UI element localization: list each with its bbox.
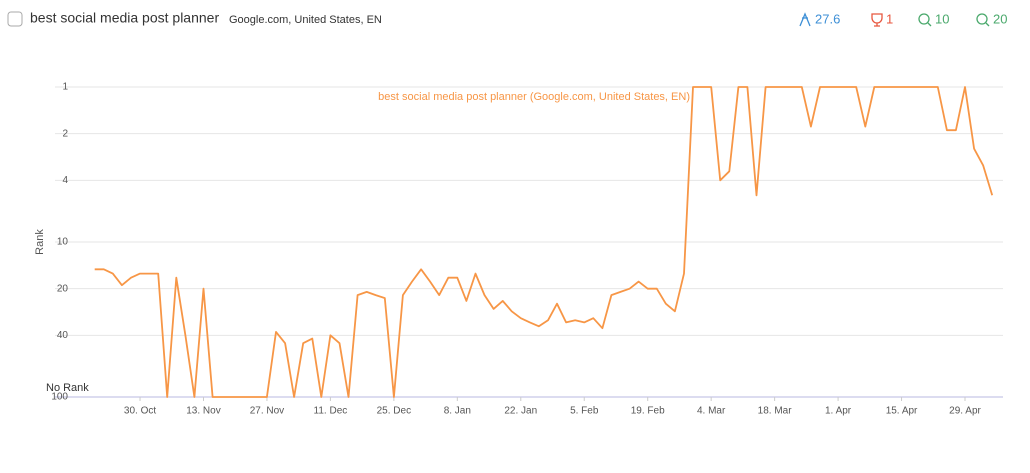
y-tick-label: 40 [57,330,69,341]
trophy-icon [871,13,883,27]
x-tick-label: 27. Nov [250,406,284,417]
x-tick-label: 18. Mar [758,406,793,417]
y-tick-label: 100 [51,392,68,403]
y-tick-label: 10 [57,237,69,248]
stat-value: 10 [935,11,949,26]
y-tick-label: 2 [62,128,68,139]
search-icon [918,13,930,25]
stat-value: 27.6 [815,11,840,26]
stat-value: 1 [886,11,893,26]
x-tick-label: 19. Feb [631,406,665,417]
x-tick-label: 5. Feb [570,406,599,417]
rank-line [94,86,994,398]
y-axis-label: Rank [34,229,46,255]
x-tick-label: 13. Nov [186,406,220,417]
visibility-icon [799,12,811,27]
stat-value: 20 [993,11,1007,26]
no-rank-label: No Rank [46,382,89,394]
x-tick-label: 30. Oct [124,406,156,417]
x-tick-label: 29. Apr [949,406,981,417]
search-icon [976,13,988,25]
x-tick-label: 11. Dec [314,406,348,417]
x-tick-label: 1. Apr [825,406,852,417]
y-tick-label: 20 [57,283,69,294]
x-tick-label: 22. Jan [504,406,537,417]
x-tick-label: 8. Jan [444,406,471,417]
x-tick-label: 15. Apr [886,406,918,417]
y-tick-label: 1 [62,82,68,93]
x-tick-label: 4. Mar [697,406,726,417]
keyword-title: best social media post planner [30,10,219,26]
checkbox[interactable] [7,11,23,27]
stat-icons [799,12,990,27]
keyword-subtitle: Google.com, United States, EN [229,14,382,26]
x-tick-label: 25. Dec [377,406,411,417]
series-label: best social media post planner (Google.c… [378,91,690,103]
y-tick-label: 4 [62,175,68,186]
